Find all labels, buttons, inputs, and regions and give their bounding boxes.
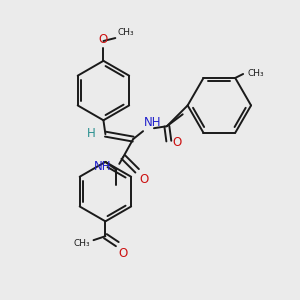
Text: NH: NH [94,160,111,173]
Text: CH₃: CH₃ [247,68,264,77]
Text: NH: NH [144,116,162,129]
Text: O: O [139,173,148,186]
Text: O: O [99,33,108,46]
Text: O: O [173,136,182,148]
Text: H: H [87,127,96,140]
Text: CH₃: CH₃ [117,28,134,37]
Text: O: O [118,247,128,260]
Text: CH₃: CH₃ [74,238,91,247]
